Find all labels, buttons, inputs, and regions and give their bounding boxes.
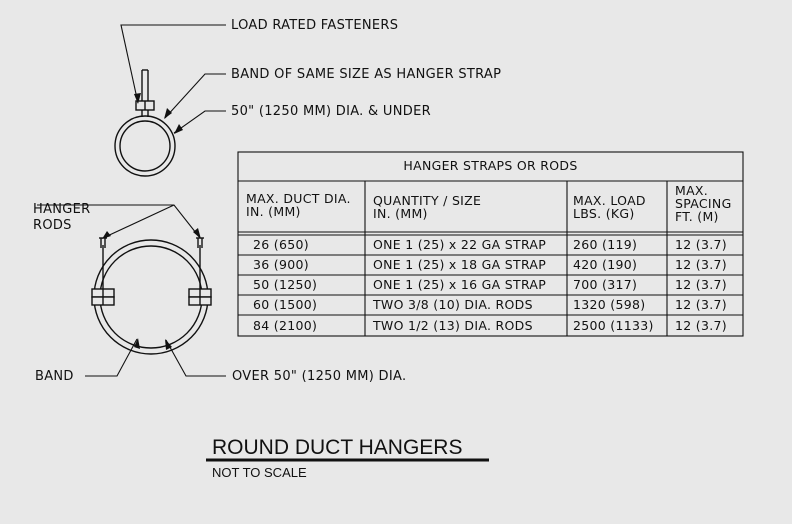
callout-dia-under: 50" (1250 MM) DIA. & UNDER xyxy=(231,104,431,119)
table-cell: TWO 3/8 (10) DIA. RODS xyxy=(373,297,533,312)
large-duct-rod-hanger xyxy=(91,237,212,355)
table-cell: 12 (3.7) xyxy=(675,297,727,312)
table-title: HANGER STRAPS OR RODS xyxy=(403,158,578,173)
header-duct-dia: MAX. DUCT DIA. IN. (MM) xyxy=(246,191,351,219)
table-cell: 2500 (1133) xyxy=(573,318,654,333)
table-cell: 12 (3.7) xyxy=(675,257,727,272)
table-cell: 26 (650) xyxy=(253,237,309,252)
header-max-load: MAX. LOAD LBS. (KG) xyxy=(573,193,646,221)
leader-lines xyxy=(37,24,226,377)
header-max-spacing: MAX. SPACING FT. (M) xyxy=(675,183,732,224)
table-cell: 1320 (598) xyxy=(573,297,646,312)
arrowheads xyxy=(102,93,201,350)
callout-over-dia: OVER 50" (1250 MM) DIA. xyxy=(232,369,407,384)
table-cell: 84 (2100) xyxy=(253,318,318,333)
callout-load-rated-fasteners: LOAD RATED FASTENERS xyxy=(231,18,399,33)
callout-rods: RODS xyxy=(33,218,72,233)
table-cell: TWO 1/2 (13) DIA. RODS xyxy=(373,318,533,333)
callout-band: BAND xyxy=(35,369,74,384)
header-quantity-size: QUANTITY / SIZE IN. (MM) xyxy=(373,193,482,221)
table-cell: ONE 1 (25) x 22 GA STRAP xyxy=(373,237,547,252)
table-cell: 12 (3.7) xyxy=(675,318,727,333)
table-cell: 60 (1500) xyxy=(253,297,318,312)
table-cell: 260 (119) xyxy=(573,237,638,252)
table-cell: ONE 1 (25) x 16 GA STRAP xyxy=(373,277,547,292)
table-cell: 50 (1250) xyxy=(253,277,318,292)
table-cell: ONE 1 (25) x 18 GA STRAP xyxy=(373,257,547,272)
table-cell: 700 (317) xyxy=(573,277,638,292)
scale-note: NOT TO SCALE xyxy=(212,465,307,480)
table-cell: 12 (3.7) xyxy=(675,277,727,292)
table-grid xyxy=(237,151,744,337)
table-cell: 36 (900) xyxy=(253,257,309,272)
drawing-title: ROUND DUCT HANGERS xyxy=(212,436,463,459)
table-cell: 420 (190) xyxy=(573,257,638,272)
callout-hanger: HANGER xyxy=(33,202,91,217)
table-cell: 12 (3.7) xyxy=(675,237,727,252)
small-duct-strap-hanger xyxy=(114,69,176,177)
callout-band-same-size: BAND OF SAME SIZE AS HANGER STRAP xyxy=(231,67,502,82)
